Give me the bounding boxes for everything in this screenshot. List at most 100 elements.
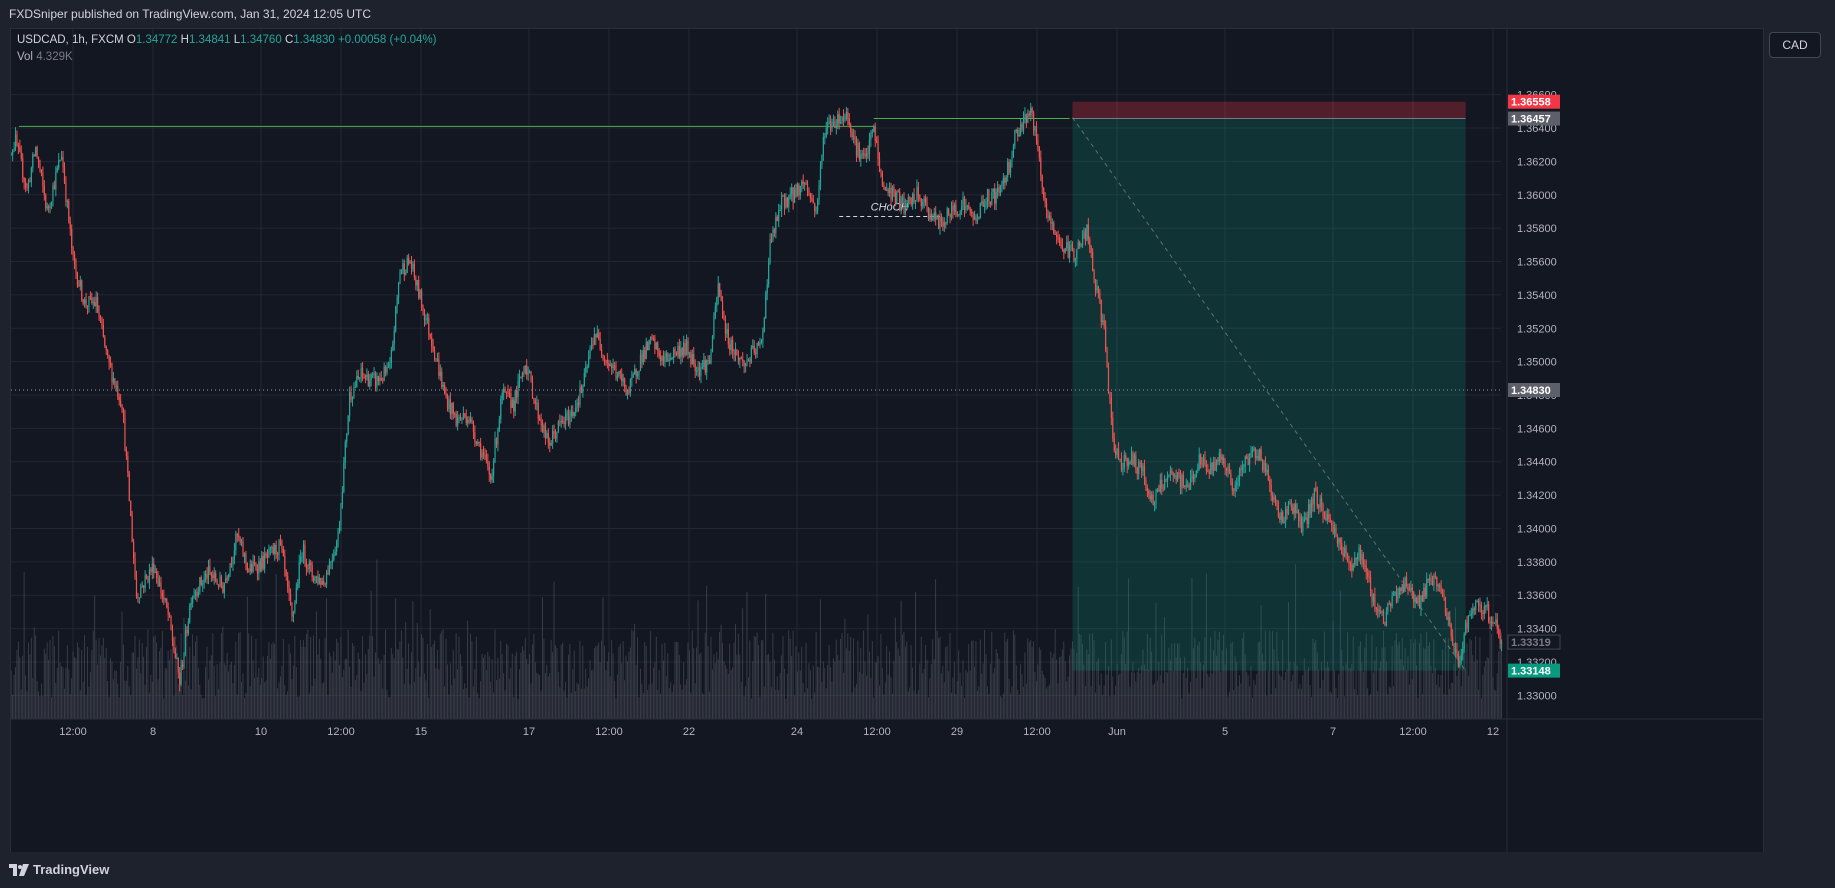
volume-bar	[1296, 665, 1298, 719]
volume-bar	[818, 667, 820, 719]
publisher-caption: FXDSniper published on TradingView.com, …	[9, 7, 371, 21]
candle-body	[1126, 457, 1128, 466]
volume-bar	[1106, 674, 1108, 719]
volume-bar	[922, 673, 924, 719]
volume-bar	[1059, 657, 1060, 719]
volume-bar	[102, 637, 104, 719]
candle-body	[953, 204, 955, 212]
candle-body	[750, 347, 752, 363]
candle-body	[1009, 161, 1012, 173]
volume-bar	[1308, 667, 1310, 719]
volume-bar	[399, 641, 401, 719]
candle-body	[1329, 518, 1331, 523]
candle-body	[190, 602, 192, 605]
volume-bar	[832, 658, 834, 719]
candle-body	[593, 334, 595, 345]
volume-bar	[252, 660, 254, 719]
candle-body	[277, 553, 279, 555]
volume-bar	[1295, 563, 1297, 719]
volume-bar	[1226, 648, 1227, 719]
candle-body	[1014, 130, 1016, 147]
volume-bar	[1207, 674, 1209, 719]
time-tick-label: 12	[1487, 726, 1499, 738]
candle-body	[529, 371, 531, 373]
volume-bar	[1053, 653, 1055, 719]
volume-bar	[26, 691, 28, 719]
volume-bar	[1102, 694, 1104, 719]
volume-bar	[629, 647, 631, 719]
volume-bar	[1146, 633, 1148, 719]
candle-body	[1012, 146, 1015, 158]
candle-body	[287, 575, 289, 588]
candle-body	[973, 216, 976, 220]
volume-bar	[622, 641, 624, 719]
volume-bar	[1419, 643, 1420, 719]
volume-bar	[1321, 662, 1322, 719]
volume-bar	[811, 698, 813, 719]
candle-body	[520, 376, 522, 378]
volume-bar	[373, 676, 375, 719]
volume-bar	[412, 601, 414, 719]
candle-body	[1221, 457, 1223, 460]
candle-body	[78, 285, 80, 287]
volume-bar	[966, 672, 968, 719]
volume-bar	[1165, 671, 1167, 719]
candle-body	[419, 290, 421, 299]
volume-bar	[1318, 669, 1320, 719]
volume-bar	[697, 600, 699, 719]
volume-bar	[135, 668, 137, 719]
candle-body	[811, 198, 813, 200]
volume-bar	[1266, 695, 1268, 719]
time-tick-label: 12:00	[327, 726, 355, 738]
candle-body	[387, 367, 390, 369]
volume-bar	[1325, 667, 1327, 719]
candle-body	[1277, 505, 1279, 517]
volume-bar	[772, 632, 774, 719]
volume-bar	[1455, 607, 1456, 719]
candle-body	[239, 537, 241, 543]
ohlc-legend: USDCAD, 1h, FXCM O1.34772 H1.34841 L1.34…	[17, 34, 437, 46]
volume-bar	[1231, 641, 1233, 719]
candle-body	[199, 577, 201, 592]
candle-body	[131, 516, 133, 543]
candle-body	[469, 418, 472, 422]
candle-body	[642, 350, 644, 363]
candle-body	[773, 229, 775, 233]
candle-body	[71, 229, 73, 248]
candle-body	[995, 192, 997, 204]
volume-bar	[1478, 689, 1479, 719]
candle-body	[575, 407, 577, 413]
volume-bar	[855, 683, 857, 719]
volume-bar	[48, 659, 50, 719]
candle-body	[763, 318, 765, 332]
chart-panel[interactable]: CHoCH1.366001.364001.362001.360001.35800…	[10, 28, 1764, 853]
volume-bar	[393, 658, 395, 719]
candle-body	[770, 239, 773, 241]
candle-body	[534, 400, 536, 404]
volume-bar	[370, 590, 372, 719]
candle-body	[626, 389, 629, 395]
candle-body	[495, 438, 498, 445]
candle-body	[1381, 610, 1383, 613]
price-chart[interactable]: CHoCH1.366001.364001.362001.360001.35800…	[11, 29, 1763, 852]
candle-body	[133, 542, 135, 559]
candle-body	[410, 261, 413, 269]
volume-bar	[92, 630, 94, 719]
volume-bar	[1257, 642, 1259, 719]
candle-body	[1182, 474, 1184, 486]
candle-body	[743, 361, 745, 366]
volume-bar	[534, 662, 536, 719]
volume-bar	[426, 644, 428, 719]
volume-bar	[1200, 663, 1202, 719]
tradingview-logo[interactable]: TradingView	[9, 862, 109, 877]
candle-body	[1148, 490, 1150, 496]
candle-body	[1429, 578, 1431, 581]
currency-button[interactable]: CAD	[1769, 32, 1821, 58]
volume-bar	[1427, 645, 1429, 719]
candle-body	[400, 269, 403, 273]
volume-bar	[938, 638, 939, 719]
volume-bar	[726, 668, 728, 719]
candle-body	[1400, 588, 1402, 591]
candle-body	[138, 597, 140, 599]
candle-body	[1388, 603, 1390, 605]
